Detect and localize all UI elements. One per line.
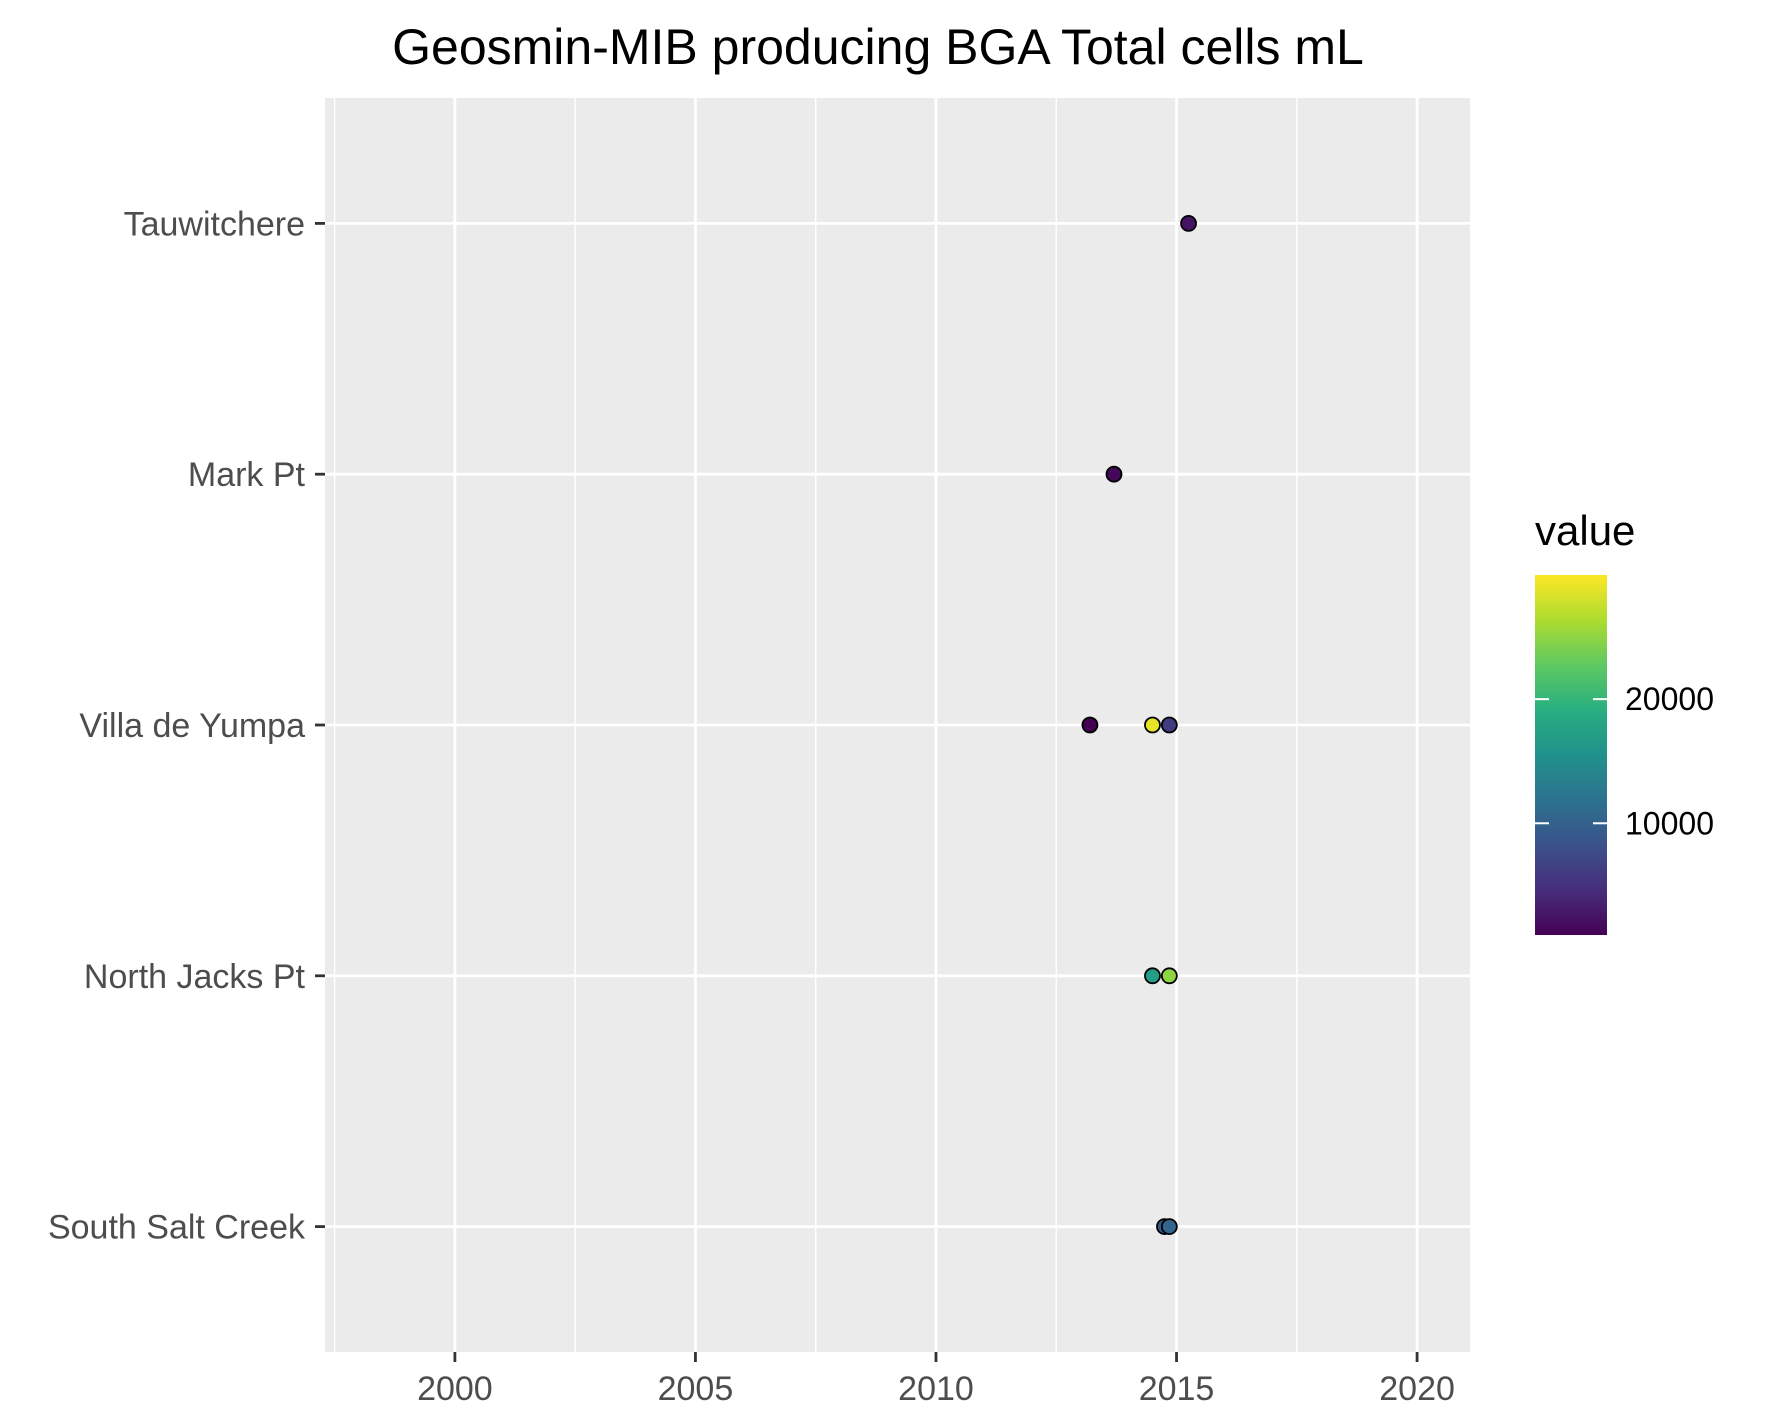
x-axis: 2000 2005 2010 2015 2020 xyxy=(417,1352,1455,1408)
legend-title: value xyxy=(1535,507,1635,554)
x-tick-label: 2010 xyxy=(898,1370,974,1408)
colorbar-tick-label: 10000 xyxy=(1625,805,1714,841)
data-point xyxy=(1144,716,1161,734)
x-tick-label: 2020 xyxy=(1379,1370,1455,1408)
data-point xyxy=(1144,967,1161,985)
colorbar-ticks: 10000 20000 xyxy=(1535,681,1714,841)
y-tick-label: Tauwitchere xyxy=(124,205,305,243)
chart-title: Geosmin-MIB producing BGA Total cells mL xyxy=(392,19,1364,75)
data-points xyxy=(1081,214,1197,1235)
major-gridlines xyxy=(325,98,1470,1352)
data-point xyxy=(1160,716,1178,734)
y-tick-label: South Salt Creek xyxy=(48,1209,306,1247)
y-axis: South Salt Creek North Jacks Pt Villa de Y… xyxy=(48,205,325,1247)
x-tick-label: 2015 xyxy=(1139,1370,1215,1408)
colorbar xyxy=(1535,575,1607,935)
color-legend: value 10000 20000 xyxy=(1535,507,1714,935)
y-tick-label: Villa de Yumpa xyxy=(79,707,305,745)
data-point xyxy=(1160,967,1178,985)
colorbar-tick-label: 20000 xyxy=(1625,681,1714,717)
data-point xyxy=(1105,465,1123,483)
y-tick-label: North Jacks Pt xyxy=(84,958,306,996)
y-tick-label: Mark Pt xyxy=(188,456,306,494)
data-point xyxy=(1180,214,1197,232)
data-point xyxy=(1081,716,1099,734)
x-tick-label: 2005 xyxy=(658,1370,734,1408)
x-tick-label: 2000 xyxy=(417,1370,493,1408)
data-point xyxy=(1160,1218,1178,1235)
